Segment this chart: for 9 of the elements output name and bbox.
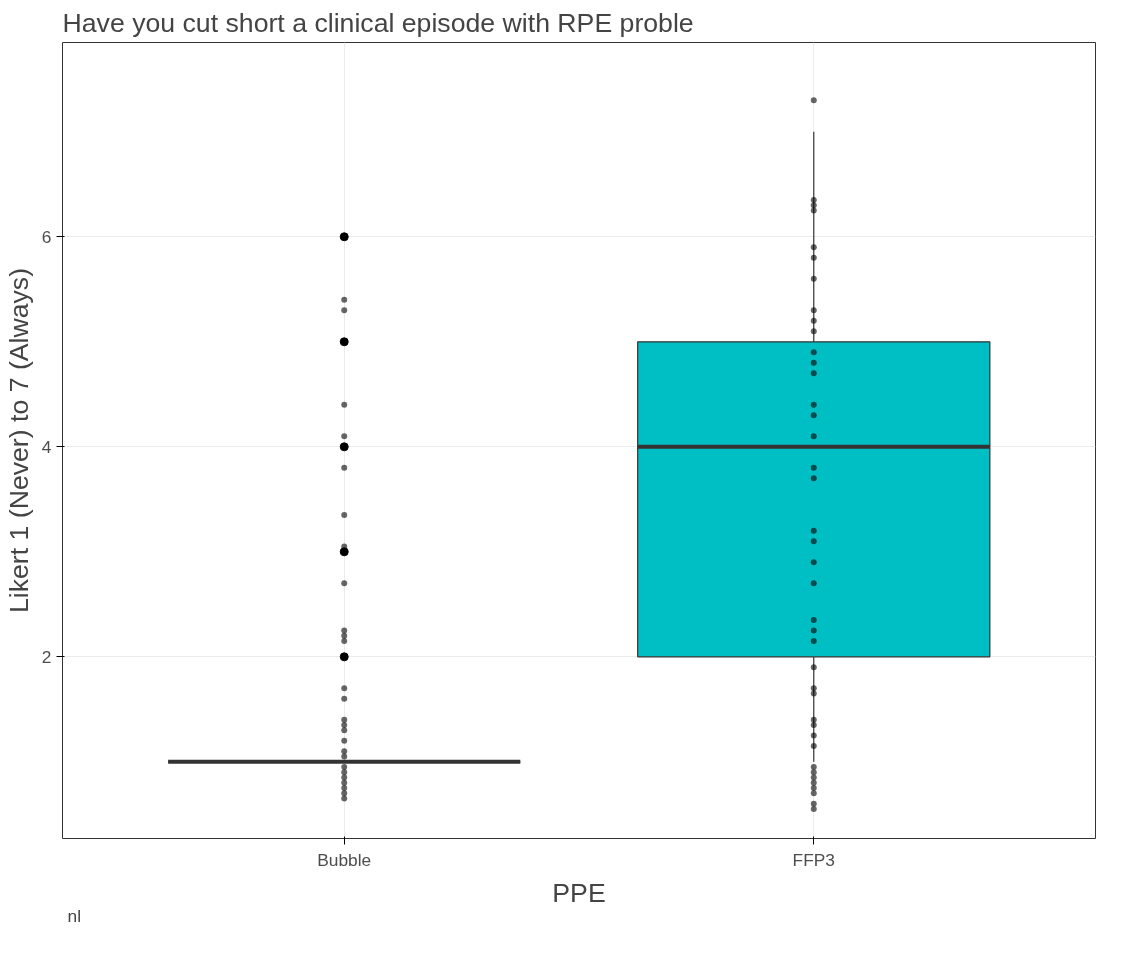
- y-tick-label: 6: [41, 226, 52, 247]
- y-tick-label: 2: [41, 646, 52, 667]
- x-tick-label: Bubble: [317, 849, 372, 870]
- y-tick-label: 4: [41, 436, 52, 457]
- chart-title: Have you cut short a clinical episode with RPE proble: [62, 7, 694, 38]
- x-axis-title: PPE: [552, 877, 606, 908]
- text: nl: [67, 905, 81, 926]
- x-tick-label: FFP3: [792, 849, 835, 870]
- y-axis-title: Likert 1 (Never) to 7 (Always): [3, 267, 34, 614]
